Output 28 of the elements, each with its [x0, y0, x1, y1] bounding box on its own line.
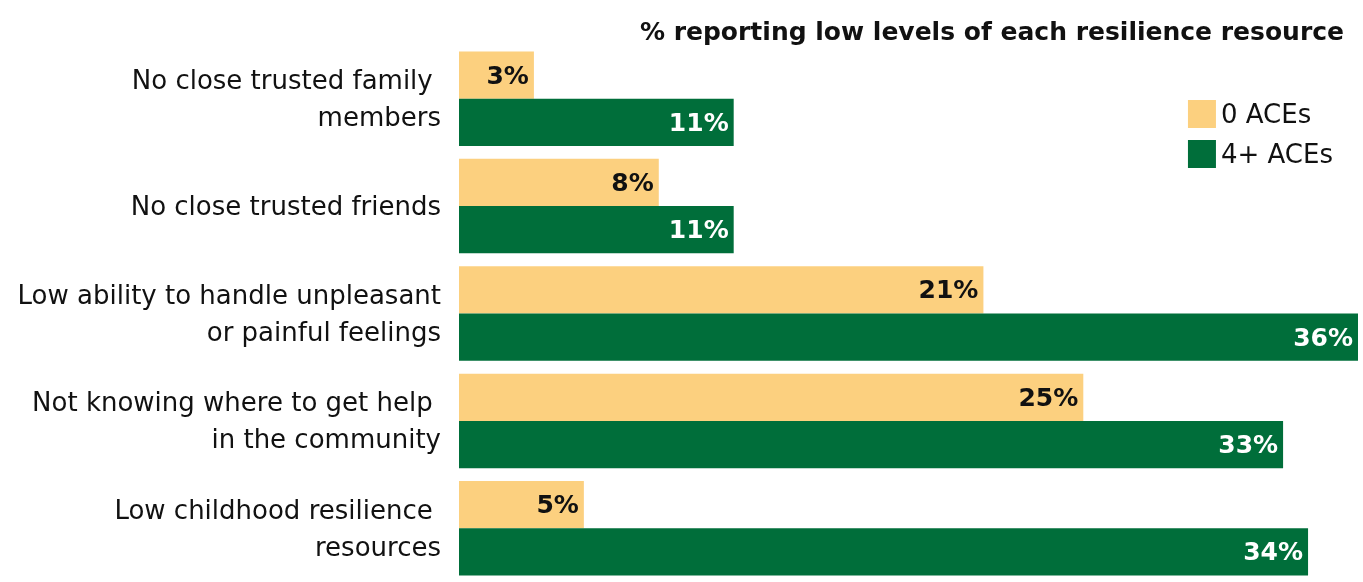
data-label: 5%	[536, 490, 579, 520]
y-tick-label: Low ability to handle unpleasant or painful feelings	[17, 280, 441, 347]
data-label: 21%	[918, 275, 979, 305]
bar	[459, 51, 534, 99]
data-label: 25%	[1018, 382, 1079, 412]
data-label: 33%	[1218, 430, 1279, 460]
data-label: 8%	[611, 167, 654, 197]
legend-label: 0 ACEs	[1220, 99, 1312, 129]
bar	[459, 158, 659, 207]
data-label: 11%	[668, 107, 729, 137]
bar	[459, 481, 584, 529]
bar	[459, 420, 1284, 469]
chart-title: % reporting low levels of each resilience resource	[639, 17, 1344, 46]
bar	[459, 98, 734, 146]
bar	[459, 206, 734, 254]
data-label: 3%	[486, 60, 529, 90]
data-label: 11%	[668, 215, 729, 245]
legend-label: 4+ ACEs	[1220, 139, 1334, 169]
y-tick-label: Not knowing where to get help in the community	[32, 387, 441, 455]
y-tick-label: Low childhood resilience resources	[114, 494, 441, 562]
bar	[459, 266, 984, 314]
bar	[459, 313, 1358, 361]
data-label: 36%	[1293, 322, 1353, 352]
y-tick-label: No close trusted family members	[131, 65, 441, 133]
y-tick-label: No close trusted friends	[130, 191, 441, 222]
bar	[459, 373, 1084, 421]
bar	[459, 528, 1309, 576]
data-label: 34%	[1243, 537, 1304, 567]
